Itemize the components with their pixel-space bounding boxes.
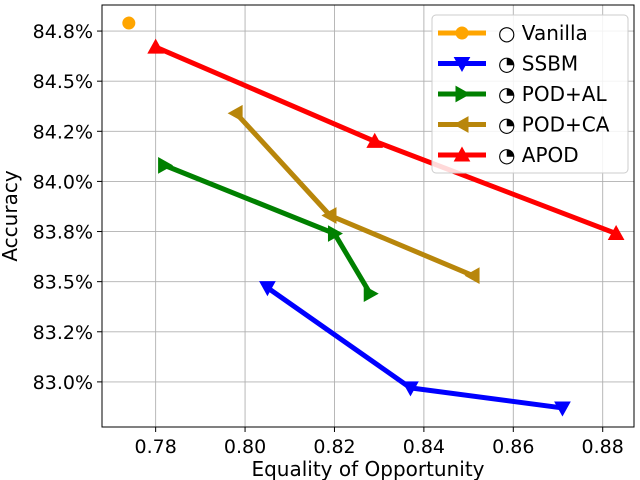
series-line — [163, 163, 373, 295]
x-tick-label: 0.78 — [134, 436, 176, 458]
data-point — [321, 207, 337, 224]
y-axis-label: Accuracy — [0, 170, 22, 261]
series-2 — [158, 157, 379, 303]
y-tick-label: 83.5% — [33, 272, 93, 294]
plot-frame — [101, 4, 635, 428]
data-point — [227, 104, 243, 122]
legend-label: ◔ POD+AL — [498, 82, 607, 106]
series-line — [265, 285, 563, 411]
data-point — [402, 381, 419, 397]
series-1 — [259, 281, 571, 417]
data-point — [607, 225, 625, 241]
x-tick-label: 0.86 — [492, 436, 534, 458]
data-point — [554, 401, 571, 417]
legend-swatch-marker — [453, 146, 471, 162]
legend-swatch-marker — [455, 26, 469, 40]
legend-entry: ○ Vanilla — [438, 21, 588, 45]
y-tick-label: 84.0% — [33, 171, 93, 193]
y-tick-label: 83.2% — [33, 322, 93, 344]
x-tick-label: 0.84 — [403, 436, 445, 458]
legend-label: ◔ SSBM — [498, 52, 578, 76]
data-point — [464, 267, 480, 284]
data-point — [147, 38, 164, 54]
y-tick-label: 83.0% — [33, 372, 93, 394]
legend-entry: ◔ APOD — [438, 143, 579, 167]
series-4 — [147, 38, 625, 241]
y-tick-label: 84.2% — [33, 121, 93, 143]
series-3 — [227, 104, 480, 284]
data-point — [366, 132, 384, 148]
legend: ○ Vanilla ◔ SSBM ◔ POD+AL ◔ POD+CA ◔ APOD — [431, 14, 629, 174]
x-tick-label: 0.82 — [313, 436, 355, 458]
data-point — [259, 281, 276, 297]
legend-label: ◔ APOD — [498, 143, 579, 167]
legend-swatch-marker — [453, 116, 469, 133]
legend-label: ◔ POD+CA — [498, 113, 610, 137]
series-0 — [122, 16, 136, 30]
legend-label: ○ Vanilla — [498, 21, 588, 45]
legend-entry: ◔ POD+CA — [438, 113, 610, 137]
legend-entry: ◔ SSBM — [438, 52, 578, 76]
series-layer — [122, 16, 625, 417]
tick-layer: 0.78 0.80 0.82 0.84 0.86 0.88 83.0% 83.2% 83.5% 8… — [33, 21, 624, 458]
data-point — [122, 16, 136, 30]
y-tick-label: 83.8% — [33, 222, 93, 244]
x-tick-label: 0.80 — [224, 436, 266, 458]
x-axis-label: Equality of Opportunity — [251, 457, 484, 480]
data-point — [327, 225, 344, 242]
legend-swatch-marker — [453, 57, 471, 73]
data-point — [363, 285, 379, 303]
legend-box — [431, 14, 629, 174]
legend-swatch-marker — [455, 85, 471, 103]
legend-entry: ◔ POD+AL — [438, 82, 607, 106]
y-tick-label: 84.8% — [33, 21, 93, 43]
y-tick-label: 84.5% — [33, 71, 93, 93]
x-tick-label: 0.88 — [582, 436, 624, 458]
data-point — [158, 157, 174, 174]
